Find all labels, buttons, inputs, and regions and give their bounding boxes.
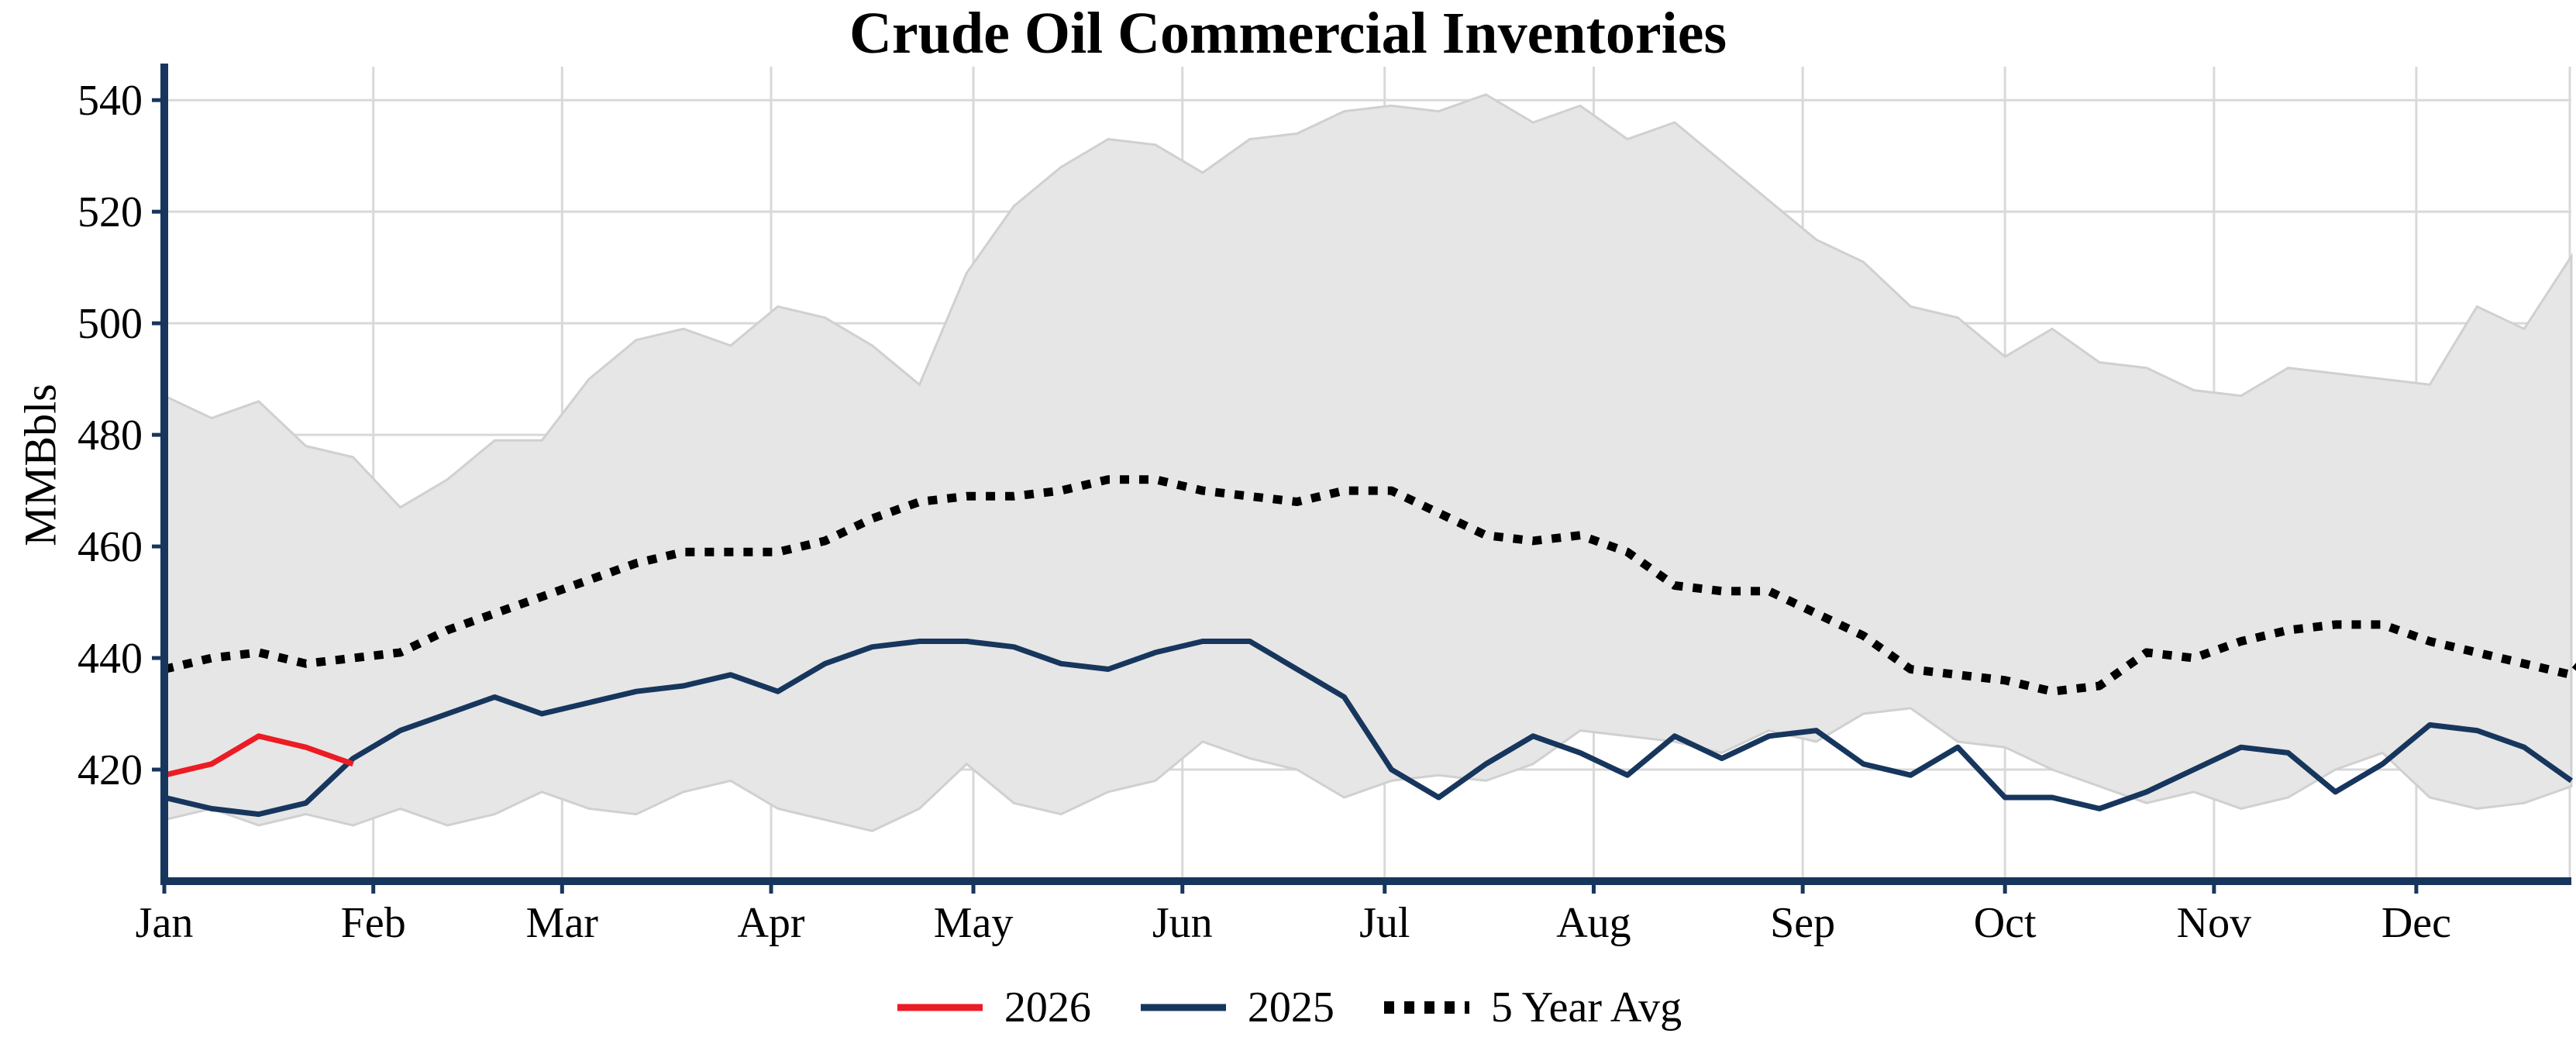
y-tick-label: 480 (77, 412, 143, 460)
chart-plot-area: 420 440 460 480 500 520 540 Jan Feb Mar Apr May Jun J… (77, 64, 2576, 947)
x-tick-label: Jun (1152, 899, 1213, 947)
x-tick-label: Jul (1359, 899, 1410, 947)
series-line-2026 (164, 733, 354, 778)
chart-legend: 2026 2025 5 Year Avg (0, 983, 2576, 1032)
y-tick-label: 440 (77, 635, 143, 683)
x-tick-label: Sep (1770, 899, 1835, 947)
legend-item-5-year-avg: 5 Year Avg (1381, 983, 1682, 1032)
legend-swatch-2026-line (897, 1004, 983, 1011)
series-line-5-year-avg (163, 475, 2576, 696)
five-year-range-band (163, 93, 2573, 832)
series-line-2025 (164, 639, 2574, 818)
x-tick-label: Dec (2381, 899, 2451, 947)
legend-swatch-5-year-avg-line (1383, 1001, 1469, 1014)
x-tick-label: Feb (341, 899, 406, 947)
y-tick-label: 540 (77, 77, 143, 125)
legend-label-2025: 2025 (1247, 983, 1334, 1032)
x-tick-label: Mar (526, 899, 599, 947)
legend-item-2026: 2026 (894, 983, 1091, 1032)
x-tick-label: Oct (1974, 899, 2037, 947)
x-tick-label: Aug (1556, 899, 1631, 947)
y-tick-label: 460 (77, 523, 143, 571)
x-tick-label: Jan (136, 899, 194, 947)
legend-label-5-year-avg: 5 Year Avg (1490, 983, 1682, 1032)
x-tick-label: Apr (737, 899, 804, 947)
legend-swatch-2025-line (1140, 1004, 1226, 1011)
x-tick-label: May (934, 899, 1014, 947)
legend-label-2026: 2026 (1004, 983, 1091, 1032)
x-tick-label: Nov (2177, 899, 2251, 947)
y-tick-label: 520 (77, 188, 143, 236)
y-tick-label: 500 (77, 300, 143, 348)
y-tick-label: 420 (77, 746, 143, 794)
legend-item-2025: 2025 (1138, 983, 1334, 1032)
chart-title: Crude Oil Commercial Inventories (849, 1, 1727, 66)
